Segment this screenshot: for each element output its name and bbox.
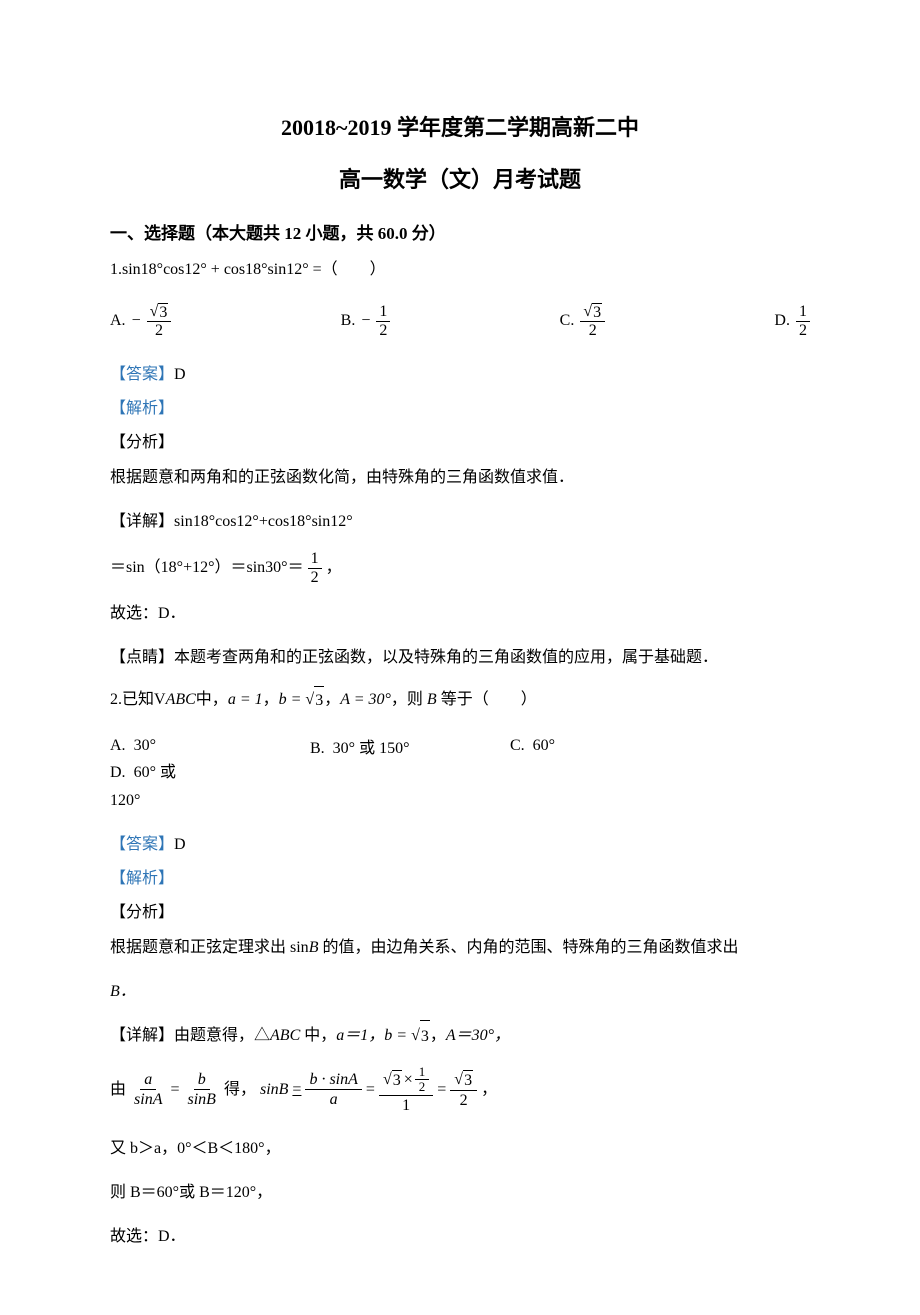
option-label: D. (774, 312, 790, 330)
doc-title-line1: 20018~2019 学年度第二学期高新二中 (110, 110, 810, 142)
detail-tag: 【详解】 (110, 513, 174, 530)
eq-prefix: ＝sin（18°+12°）＝sin30°＝ (110, 550, 304, 585)
neg-sign: − (361, 312, 370, 330)
option-value: 30° (134, 737, 156, 754)
q1-option-b: B. − 1 2 (341, 303, 391, 339)
q1-fenxi-tag: 【分析】 (110, 428, 810, 452)
detail-line1: sin18°cos12°+cos18°sin12° (174, 513, 353, 530)
q1-dianjing: 【点睛】本题考查两角和的正弦函数，以及特殊角的三角函数值的应用，属于基础题． (110, 642, 810, 674)
sqrt-icon: 3 (150, 303, 169, 322)
answer-tag: 【答案】 (110, 836, 174, 853)
q2-detail-line3: 又 b＞a，0°＜B＜180°， (110, 1133, 810, 1165)
sqrt-icon: 3 (383, 1070, 402, 1090)
sqrt-icon: 3 (454, 1070, 473, 1090)
q2-detail-line1: 【详解】由题意得，△ABC 中，a＝1，b = 3，A＝30°， (110, 1020, 810, 1053)
q1-expr: sin18°cos12° + cos18°sin12° =（ ） (122, 261, 386, 278)
q2-prefix: 2.已知 (110, 691, 154, 708)
q1-detail-line2: ＝sin（18°+12°）＝sin30°＝ 1 2 ， (110, 550, 810, 586)
q2-fenxi-text3: B． (110, 976, 810, 1008)
q2-option-c: C. 60° (510, 737, 710, 755)
sqrt-icon: 3 (411, 1020, 430, 1053)
fraction: b · sinA a (305, 1070, 361, 1109)
q2-detail-line2: 由 a sinA = b sinB 得， sinB = b · sinA a =… (110, 1065, 810, 1115)
q1-detail: 【详解】sin18°cos12°+cos18°sin12° (110, 506, 810, 538)
q1-stem: 1.sin18°cos12° + cos18°sin12° =（ ） (110, 256, 810, 285)
sqrt-icon: 3 (583, 303, 602, 322)
detail-tag: 【详解】 (110, 1027, 174, 1044)
q2-option-d-cont: 120° (110, 792, 810, 810)
q2-mid1: 中， (196, 691, 228, 708)
answer-tag: 【答案】 (110, 366, 174, 383)
q1-prefix: 1. (110, 261, 122, 278)
q2-answer: 【答案】D (110, 830, 810, 854)
sqrt-icon: 3 (305, 686, 324, 716)
q1-options: A. − 3 2 B. − 1 2 C. 3 2 D. 1 2 (110, 303, 810, 340)
q1-option-c: C. 3 2 (560, 303, 605, 340)
q1-option-d: D. 1 2 (774, 303, 810, 339)
q2-fenxi-text: 根据题意和正弦定理求出 sinB 的值，由边角关系、内角的范围、特殊角的三角函数… (110, 932, 810, 964)
option-value: 60° (533, 737, 555, 754)
fraction: 3 2 (147, 303, 172, 340)
triangle-symbol: V (154, 691, 166, 708)
dianjing-text: 本题考查两角和的正弦函数，以及特殊角的三角函数值的应用，属于基础题． (174, 649, 718, 666)
q2-a: a = 1 (228, 691, 263, 708)
q2-suffix: 等于（ ） (437, 691, 537, 708)
q2-analysis-tag: 【解析】 (110, 864, 810, 888)
option-label: C. (560, 312, 575, 330)
answer-value: D (174, 836, 186, 853)
dianjing-tag: 【点睛】 (110, 649, 174, 666)
option-value: 30° 或 150° (333, 740, 410, 757)
fraction: 1 2 (308, 550, 322, 586)
q1-option-a: A. − 3 2 (110, 303, 171, 340)
q1-answer: 【答案】D (110, 360, 810, 384)
answer-value: D (174, 366, 186, 383)
q2-A: A = 30° (340, 691, 391, 708)
fraction: 3 × 1 2 1 (379, 1065, 433, 1115)
option-label: D. (110, 764, 126, 781)
fraction: 3 2 (580, 303, 605, 340)
option-label: C. (510, 737, 525, 754)
fraction: a sinA (130, 1070, 166, 1109)
neg-sign: − (132, 312, 141, 330)
q1-detail-line3: 故选：D． (110, 598, 810, 630)
doc-title-line2: 高一数学（文）月考试题 (110, 162, 810, 194)
q2-fenxi-tag: 【分析】 (110, 898, 810, 922)
eq-suffix: ， (326, 550, 342, 585)
option-label: B. (341, 312, 356, 330)
q2-abc: ABC (166, 691, 196, 708)
q2-b-prefix: b = (279, 691, 306, 708)
fraction: b sinB (184, 1070, 220, 1109)
q2-stem: 2.已知VABC中，a = 1，b = 3，A = 30°，则 B 等于（ ） (110, 686, 810, 716)
section-heading: 一、选择题（本大题共 12 小题，共 60.0 分） (110, 219, 810, 244)
q2-option-d: D. 60° 或 (110, 758, 230, 782)
fraction: 3 2 (450, 1070, 477, 1110)
q2-detail-line4: 则 B＝60°或 B＝120°， (110, 1177, 810, 1209)
option-value: 60° 或 (134, 764, 176, 781)
fraction: 1 2 (796, 303, 810, 339)
option-label: B. (310, 740, 325, 757)
option-label: A. (110, 312, 126, 330)
q2-detail-line5: 故选：D． (110, 1221, 810, 1253)
fraction: 1 2 (376, 303, 390, 339)
q2-option-b: B. 30° 或 150° (310, 734, 510, 758)
option-label: A. (110, 737, 126, 754)
q1-fenxi-text: 根据题意和两角和的正弦函数化简，由特殊角的三角函数值求值． (110, 462, 810, 494)
q1-analysis-tag: 【解析】 (110, 394, 810, 418)
q2-option-a: A. 30° (110, 737, 310, 755)
q2-B: B (427, 691, 437, 708)
q2-options: A. 30° B. 30° 或 150° C. 60° D. 60° 或 (110, 734, 810, 782)
